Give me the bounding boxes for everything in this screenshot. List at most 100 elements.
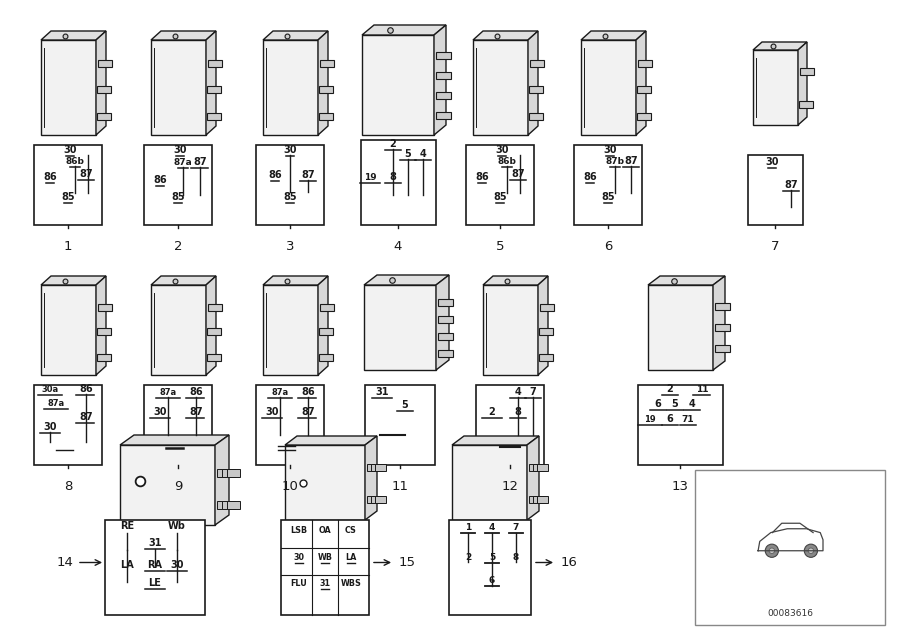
Text: 87: 87 (194, 157, 207, 167)
Polygon shape (371, 495, 382, 502)
Text: 87: 87 (79, 169, 93, 179)
Polygon shape (151, 276, 216, 285)
Polygon shape (533, 464, 544, 471)
Text: 8: 8 (515, 407, 521, 417)
Circle shape (765, 544, 778, 558)
Polygon shape (97, 86, 112, 93)
Polygon shape (438, 349, 453, 356)
Text: 30: 30 (266, 407, 279, 417)
Text: LA: LA (346, 553, 356, 562)
Text: 85: 85 (284, 192, 297, 202)
Text: 86b: 86b (498, 157, 517, 166)
Circle shape (805, 544, 817, 558)
Text: 87: 87 (189, 407, 202, 417)
Polygon shape (227, 501, 240, 509)
Text: 8: 8 (513, 553, 519, 562)
Text: 16: 16 (561, 556, 578, 569)
Polygon shape (364, 285, 436, 370)
Text: 5: 5 (496, 240, 504, 253)
Polygon shape (319, 112, 333, 119)
Polygon shape (320, 60, 334, 67)
Polygon shape (217, 501, 230, 509)
Text: 30: 30 (153, 407, 166, 417)
Polygon shape (529, 464, 540, 471)
Polygon shape (436, 275, 449, 370)
Polygon shape (528, 112, 543, 119)
Text: 30: 30 (63, 145, 76, 155)
Polygon shape (483, 285, 538, 375)
Text: 87b: 87b (606, 157, 625, 166)
Polygon shape (320, 86, 333, 93)
Text: WB: WB (318, 553, 332, 562)
Polygon shape (695, 470, 885, 625)
Polygon shape (538, 276, 548, 375)
Polygon shape (637, 86, 652, 93)
Polygon shape (367, 464, 378, 471)
Polygon shape (96, 276, 106, 375)
Polygon shape (638, 60, 652, 67)
Text: 6: 6 (489, 576, 495, 585)
Text: 30: 30 (765, 157, 778, 167)
Polygon shape (452, 445, 527, 520)
Polygon shape (581, 31, 646, 40)
Polygon shape (362, 35, 434, 135)
Polygon shape (648, 276, 725, 285)
Polygon shape (581, 40, 636, 135)
Polygon shape (41, 285, 96, 375)
Text: 30: 30 (284, 145, 297, 155)
Text: 87: 87 (79, 412, 93, 422)
Text: 1: 1 (64, 240, 72, 253)
Text: 87a: 87a (174, 158, 193, 167)
Text: 4: 4 (515, 387, 521, 397)
Text: 2: 2 (465, 553, 471, 562)
Polygon shape (438, 298, 453, 305)
Text: 86: 86 (302, 387, 315, 397)
Polygon shape (207, 328, 221, 335)
Text: 19: 19 (644, 415, 656, 424)
Polygon shape (222, 469, 235, 477)
Text: 87: 87 (784, 180, 797, 190)
Polygon shape (434, 25, 446, 135)
Text: 3: 3 (286, 240, 294, 253)
Text: OA: OA (319, 526, 331, 535)
Text: 4: 4 (419, 149, 427, 159)
Text: 5: 5 (489, 553, 495, 562)
Text: 30a: 30a (41, 385, 58, 394)
Text: 9: 9 (174, 480, 182, 493)
Text: 85: 85 (61, 192, 75, 202)
Text: 85: 85 (493, 192, 507, 202)
Text: 2: 2 (489, 407, 495, 417)
Polygon shape (34, 145, 102, 225)
Polygon shape (320, 304, 334, 311)
Polygon shape (362, 25, 446, 35)
Text: 7: 7 (770, 240, 779, 253)
Polygon shape (527, 436, 539, 520)
Polygon shape (715, 303, 730, 310)
Circle shape (770, 548, 775, 554)
Text: 19: 19 (364, 173, 376, 182)
Polygon shape (285, 445, 365, 520)
Polygon shape (206, 276, 216, 375)
Polygon shape (263, 40, 318, 135)
Text: 87: 87 (511, 169, 525, 179)
Polygon shape (207, 112, 220, 119)
Text: 13: 13 (671, 480, 688, 493)
Text: Wb: Wb (168, 521, 186, 531)
Polygon shape (41, 31, 106, 40)
Polygon shape (120, 445, 215, 525)
Polygon shape (151, 40, 206, 135)
Polygon shape (637, 385, 723, 465)
Polygon shape (318, 31, 328, 135)
Polygon shape (436, 91, 451, 98)
Text: LSB: LSB (291, 526, 308, 535)
Polygon shape (34, 385, 102, 465)
Polygon shape (207, 86, 221, 93)
Text: 14: 14 (56, 556, 73, 569)
Polygon shape (105, 520, 205, 615)
Text: 86: 86 (153, 175, 166, 185)
Text: 11: 11 (696, 385, 708, 394)
Text: 5: 5 (401, 400, 409, 410)
Polygon shape (367, 495, 378, 502)
Polygon shape (320, 328, 333, 335)
Text: FLU: FLU (291, 579, 308, 588)
